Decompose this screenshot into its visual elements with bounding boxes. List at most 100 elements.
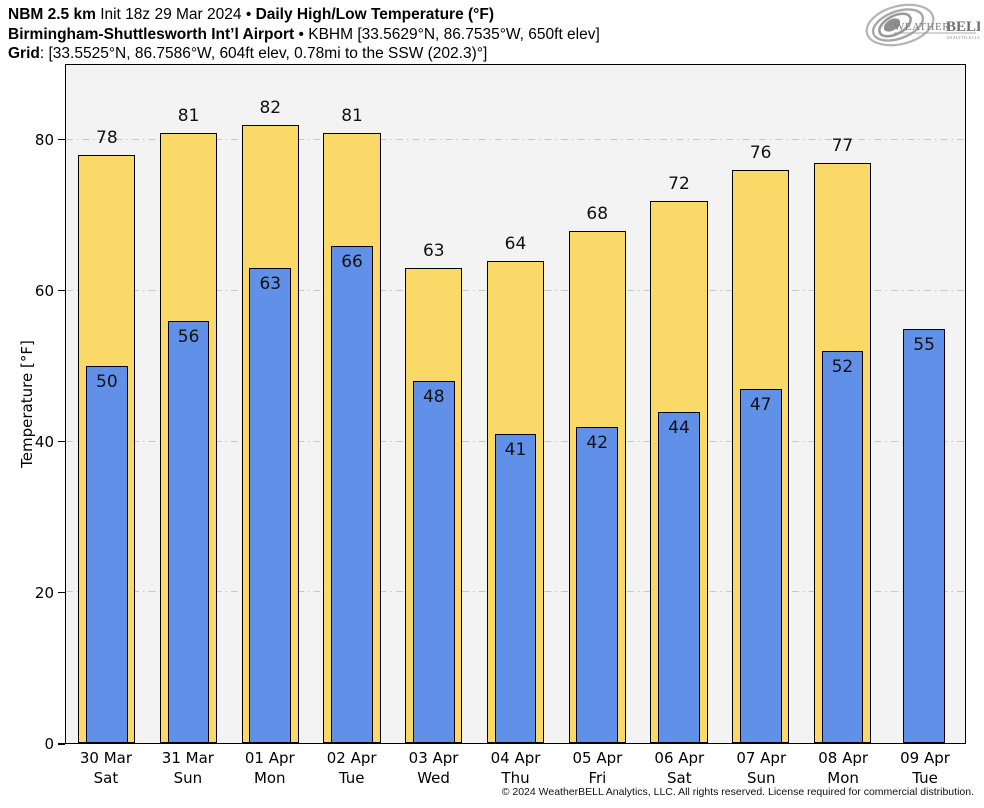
high-value-label: 81 [177, 105, 200, 126]
y-tick-mark [58, 743, 65, 745]
low-bar [86, 366, 128, 743]
x-tick-label: 05 Apr Fri [573, 748, 623, 788]
low-bar [167, 321, 210, 743]
x-tick-date: 08 Apr [818, 749, 869, 767]
x-tick-date: 06 Apr [654, 749, 705, 767]
low-value-label: 47 [749, 394, 772, 415]
x-tick-date: 07 Apr [736, 749, 787, 767]
bullet-separator: • [298, 25, 304, 43]
x-tick-weekday: Thu [501, 769, 530, 787]
high-value-label: 63 [422, 241, 445, 262]
grid-label: Grid [8, 45, 40, 62]
low-value-label: 52 [831, 357, 854, 378]
x-tick-weekday: Wed [417, 769, 450, 787]
product-title: Daily High/Low Temperature (°F) [255, 6, 494, 23]
x-tick-label: 09 Apr Tue [900, 748, 950, 788]
x-tick-date: 04 Apr [490, 749, 541, 767]
low-bar [739, 388, 782, 743]
y-tick-mark [58, 138, 65, 141]
header: NBM 2.5 km Init 18z 29 Mar 2024 • Daily … [8, 5, 600, 64]
x-tick-label: 06 Apr Sat [654, 748, 704, 788]
high-value-label: 76 [749, 143, 772, 164]
weatherbell-logo: WEATHER BELL ANALYTICS LLC [865, 3, 980, 47]
y-tick-label: 0 [44, 735, 54, 753]
y-tick-mark [58, 591, 65, 594]
high-value-label: 64 [504, 233, 527, 254]
low-bar [576, 426, 619, 743]
y-axis-title: Temperature [°F] [18, 340, 36, 468]
x-tick-weekday: Mon [253, 769, 286, 787]
x-tick-weekday: Sat [667, 769, 692, 787]
high-value-label: 82 [259, 98, 282, 119]
y-tick-label: 40 [34, 432, 54, 451]
station-name: Birmingham-Shuttlesworth Int’l Airport [8, 25, 295, 43]
low-bar [903, 328, 945, 743]
y-tick-label: 80 [34, 130, 54, 149]
plot-area: 78 50 81 56 82 63 81 66 63 48 64 41 68 42 72 44 76 47 77 52… [65, 64, 966, 744]
x-tick-date: 31 Mar [161, 749, 214, 767]
low-value-label: 44 [668, 417, 690, 438]
logo-analytics-text: ANALYTICS LLC [946, 35, 980, 40]
grid-value: : [33.5525°N, 86.7586°W, 604ft elev, 0.7… [39, 45, 488, 62]
y-axis: 0 20 40 60 80 [0, 64, 65, 753]
x-tick-weekday: Fri [588, 769, 607, 787]
high-value-label: 78 [96, 128, 118, 149]
low-bar [412, 381, 455, 743]
y-tick-mark [58, 440, 65, 443]
x-tick-weekday: Sat [93, 769, 119, 787]
logo-weather-text: WEATHER [894, 21, 950, 33]
station-meta: KBHM [33.5629°N, 86.7535°W, 650ft elev] [308, 25, 600, 43]
low-value-label: 50 [96, 372, 118, 393]
x-tick-label: 03 Apr Wed [409, 748, 459, 788]
logo-bell-text: BELL [946, 19, 980, 35]
x-tick-label: 31 Mar Sun [162, 748, 214, 788]
y-tick-label: 60 [34, 281, 54, 300]
high-value-label: 81 [341, 105, 363, 126]
low-bar [821, 351, 864, 743]
low-value-label: 48 [422, 387, 445, 408]
x-tick-label: 30 Mar Sat [80, 748, 132, 788]
x-axis: 30 Mar Sat 31 Mar Sun 01 Apr Mon 02 Apr Tue 03 A… [65, 745, 966, 790]
low-value-label: 66 [341, 251, 363, 272]
x-tick-date: 01 Apr [244, 749, 295, 767]
x-tick-weekday: Tue [338, 769, 365, 787]
bullet-separator: • [245, 6, 252, 23]
low-value-label: 41 [504, 440, 527, 461]
low-bar [494, 434, 537, 743]
low-value-label: 55 [913, 334, 935, 355]
x-tick-date: 02 Apr [326, 749, 377, 767]
y-tick-mark [58, 289, 65, 292]
x-tick-date: 09 Apr [900, 749, 950, 767]
x-tick-date: 05 Apr [572, 749, 623, 767]
header-line-3: Grid: [33.5525°N, 86.7586°W, 604ft elev,… [8, 44, 600, 64]
low-bar [249, 268, 292, 743]
x-tick-weekday: Mon [827, 769, 859, 787]
high-value-label: 68 [586, 203, 609, 224]
x-tick-label: 07 Apr Sun [736, 748, 786, 788]
x-tick-weekday: Tue [912, 769, 938, 787]
high-value-label: 72 [668, 173, 690, 194]
x-tick-weekday: Sun [746, 769, 776, 787]
copyright-text: © 2024 WeatherBELL Analytics, LLC. All r… [501, 786, 974, 798]
header-line-1: NBM 2.5 km Init 18z 29 Mar 2024 • Daily … [8, 5, 600, 25]
header-line-2: Birmingham-Shuttlesworth Int’l Airport •… [8, 25, 600, 45]
low-value-label: 42 [586, 432, 609, 453]
gridline [66, 139, 965, 141]
x-tick-weekday: Sun [173, 769, 203, 787]
init-time: Init 18z 29 Mar 2024 [100, 6, 242, 23]
hurricane-swirl-icon [865, 3, 935, 47]
low-value-label: 56 [177, 327, 200, 348]
x-tick-label: 04 Apr Thu [491, 748, 541, 788]
x-tick-label: 08 Apr Mon [818, 748, 868, 788]
low-bar [658, 411, 700, 743]
model-name: NBM 2.5 km [8, 6, 96, 23]
high-value-label: 77 [831, 135, 854, 156]
x-tick-label: 02 Apr Tue [327, 748, 377, 788]
x-tick-date: 30 Mar [79, 749, 133, 767]
low-value-label: 63 [259, 274, 282, 295]
y-tick-label: 20 [34, 583, 54, 602]
x-tick-label: 01 Apr Mon [245, 748, 295, 788]
x-tick-date: 03 Apr [408, 749, 459, 767]
low-bar [331, 245, 373, 743]
